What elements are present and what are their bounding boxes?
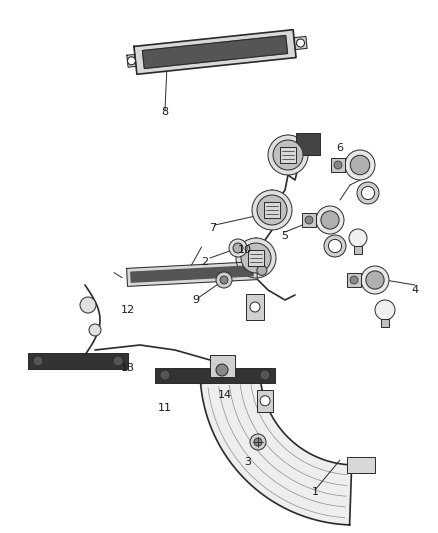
Circle shape bbox=[229, 239, 247, 257]
Circle shape bbox=[241, 243, 271, 273]
Text: 6: 6 bbox=[336, 143, 343, 153]
Circle shape bbox=[216, 364, 228, 376]
Circle shape bbox=[33, 356, 43, 366]
Text: 4: 4 bbox=[411, 285, 419, 295]
Polygon shape bbox=[201, 378, 352, 525]
Bar bbox=[347, 273, 361, 287]
Polygon shape bbox=[127, 262, 258, 286]
Circle shape bbox=[321, 211, 339, 229]
Circle shape bbox=[349, 229, 367, 247]
Circle shape bbox=[257, 265, 267, 276]
Circle shape bbox=[250, 434, 266, 450]
Bar bbox=[210, 355, 235, 377]
Circle shape bbox=[345, 150, 375, 180]
Circle shape bbox=[80, 297, 96, 313]
Circle shape bbox=[375, 300, 395, 320]
Circle shape bbox=[236, 238, 276, 278]
Circle shape bbox=[361, 266, 389, 294]
Circle shape bbox=[89, 324, 101, 336]
Circle shape bbox=[268, 135, 308, 175]
Text: 3: 3 bbox=[244, 457, 251, 467]
Circle shape bbox=[260, 370, 270, 380]
Circle shape bbox=[297, 39, 304, 47]
Bar bbox=[381, 319, 389, 327]
Circle shape bbox=[350, 155, 370, 175]
Circle shape bbox=[350, 276, 358, 284]
Text: 12: 12 bbox=[121, 305, 135, 315]
Polygon shape bbox=[142, 36, 287, 68]
Circle shape bbox=[357, 182, 379, 204]
Bar bbox=[28, 353, 128, 369]
Circle shape bbox=[334, 161, 342, 169]
Bar bbox=[155, 368, 275, 383]
Polygon shape bbox=[294, 36, 307, 50]
Bar bbox=[264, 202, 280, 218]
Text: 13: 13 bbox=[121, 363, 135, 373]
Text: 9: 9 bbox=[192, 295, 200, 305]
Circle shape bbox=[127, 57, 135, 65]
Polygon shape bbox=[131, 266, 253, 282]
Circle shape bbox=[328, 239, 342, 253]
Circle shape bbox=[216, 272, 232, 288]
Circle shape bbox=[305, 216, 313, 224]
Text: 5: 5 bbox=[282, 231, 289, 241]
Circle shape bbox=[254, 438, 262, 446]
Circle shape bbox=[366, 271, 384, 289]
Circle shape bbox=[316, 206, 344, 234]
Polygon shape bbox=[127, 54, 136, 67]
Bar bbox=[246, 294, 264, 320]
Polygon shape bbox=[134, 30, 296, 74]
Bar bbox=[331, 158, 345, 172]
Circle shape bbox=[361, 187, 374, 199]
Circle shape bbox=[250, 302, 260, 312]
Circle shape bbox=[113, 356, 123, 366]
Text: 2: 2 bbox=[201, 257, 208, 267]
Bar bbox=[347, 457, 374, 473]
Circle shape bbox=[260, 395, 270, 406]
Circle shape bbox=[257, 195, 287, 225]
Bar bbox=[354, 246, 362, 254]
Circle shape bbox=[160, 370, 170, 380]
Bar bbox=[302, 213, 316, 227]
Text: 8: 8 bbox=[162, 107, 169, 117]
Text: 1: 1 bbox=[311, 487, 318, 497]
Circle shape bbox=[273, 140, 303, 170]
Bar bbox=[248, 250, 264, 266]
Text: 10: 10 bbox=[238, 245, 252, 255]
Circle shape bbox=[324, 235, 346, 257]
Text: 11: 11 bbox=[158, 403, 172, 413]
Circle shape bbox=[233, 243, 243, 253]
Circle shape bbox=[220, 276, 228, 284]
Bar bbox=[257, 390, 273, 412]
Text: 14: 14 bbox=[218, 390, 232, 400]
Bar bbox=[296, 133, 320, 155]
Bar bbox=[280, 147, 296, 163]
Text: 7: 7 bbox=[209, 223, 216, 233]
Circle shape bbox=[252, 190, 292, 230]
